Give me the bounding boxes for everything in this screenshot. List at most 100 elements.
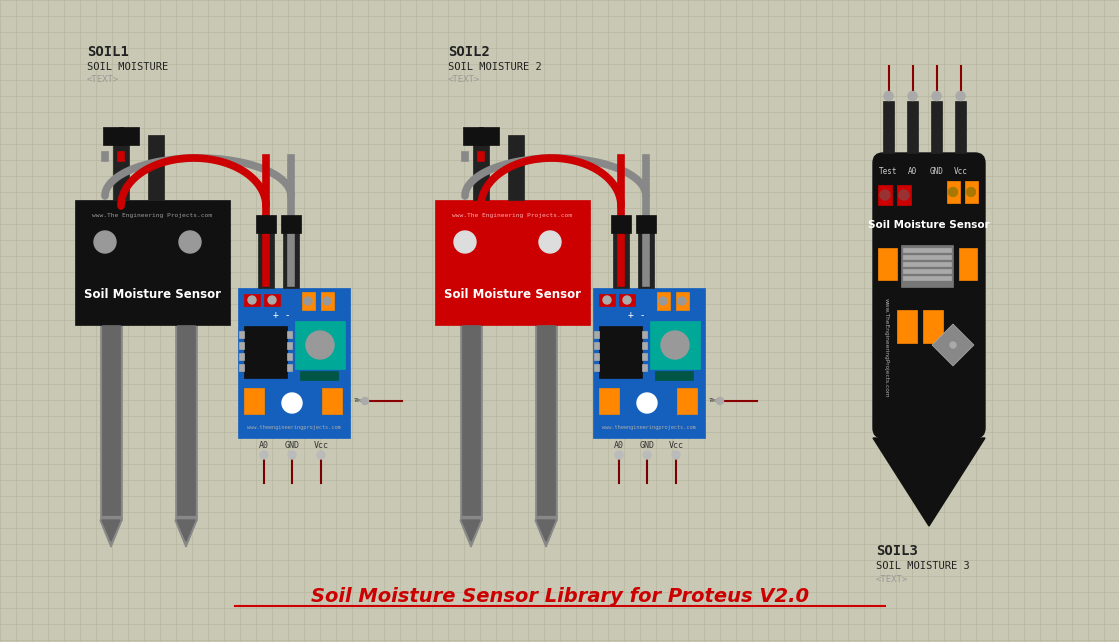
Bar bbox=[897, 185, 911, 205]
Bar bbox=[75, 200, 231, 325]
Bar bbox=[599, 388, 619, 414]
Polygon shape bbox=[102, 520, 120, 541]
Text: GND: GND bbox=[639, 442, 655, 451]
Bar bbox=[479, 127, 499, 145]
Text: Soil Moisture Sensor Library for Proteus V2.0: Soil Moisture Sensor Library for Proteus… bbox=[311, 587, 809, 607]
Bar bbox=[650, 321, 700, 369]
Circle shape bbox=[678, 297, 686, 305]
Bar bbox=[239, 342, 244, 349]
Bar bbox=[258, 223, 274, 288]
Bar bbox=[286, 342, 292, 349]
Text: Soil Moisture Sensor: Soil Moisture Sensor bbox=[868, 220, 990, 230]
Bar bbox=[636, 215, 656, 233]
Bar bbox=[460, 325, 482, 520]
Bar bbox=[901, 245, 953, 287]
Polygon shape bbox=[932, 324, 974, 366]
Bar bbox=[642, 353, 647, 360]
Bar bbox=[244, 294, 260, 306]
Circle shape bbox=[288, 451, 297, 459]
Bar bbox=[537, 325, 555, 515]
Bar bbox=[103, 127, 123, 145]
Circle shape bbox=[282, 393, 302, 413]
Bar bbox=[286, 353, 292, 360]
Polygon shape bbox=[535, 520, 557, 547]
Circle shape bbox=[643, 451, 651, 459]
Circle shape bbox=[716, 397, 724, 404]
Bar bbox=[119, 127, 139, 145]
Bar bbox=[435, 200, 590, 325]
Text: Test: Test bbox=[709, 399, 722, 404]
Bar bbox=[239, 331, 244, 338]
Text: Vcc: Vcc bbox=[953, 166, 968, 175]
Bar bbox=[300, 371, 338, 380]
Text: <TEXT>: <TEXT> bbox=[87, 76, 120, 85]
Polygon shape bbox=[100, 520, 122, 547]
Bar bbox=[965, 181, 978, 203]
Bar bbox=[535, 325, 557, 520]
Bar bbox=[642, 364, 647, 371]
Bar bbox=[903, 276, 951, 280]
Bar bbox=[286, 331, 292, 338]
Text: GND: GND bbox=[284, 442, 300, 451]
Polygon shape bbox=[175, 520, 197, 547]
FancyBboxPatch shape bbox=[873, 153, 985, 438]
Bar bbox=[175, 325, 197, 520]
Text: Test: Test bbox=[880, 166, 897, 175]
Bar bbox=[611, 215, 631, 233]
Bar bbox=[642, 342, 647, 349]
Circle shape bbox=[880, 190, 890, 200]
Circle shape bbox=[932, 92, 941, 101]
Bar bbox=[238, 288, 350, 438]
Text: www.TheEngineeringProjects.com: www.TheEngineeringProjects.com bbox=[884, 298, 888, 398]
Bar bbox=[239, 364, 244, 371]
Bar bbox=[594, 364, 599, 371]
Polygon shape bbox=[537, 520, 555, 541]
Circle shape bbox=[661, 331, 689, 359]
Circle shape bbox=[950, 342, 956, 348]
Bar bbox=[244, 388, 264, 414]
Circle shape bbox=[260, 451, 267, 459]
Text: Vcc: Vcc bbox=[668, 442, 684, 451]
Circle shape bbox=[623, 296, 631, 304]
Circle shape bbox=[899, 190, 909, 200]
Circle shape bbox=[179, 231, 201, 253]
Text: SOIL1: SOIL1 bbox=[87, 45, 129, 59]
Bar bbox=[321, 292, 333, 310]
Bar bbox=[244, 326, 286, 378]
Bar bbox=[283, 223, 299, 288]
Bar bbox=[599, 326, 642, 378]
Bar bbox=[281, 215, 301, 233]
Circle shape bbox=[673, 451, 680, 459]
Bar bbox=[931, 101, 942, 153]
Polygon shape bbox=[462, 520, 480, 541]
Circle shape bbox=[603, 296, 611, 304]
Bar bbox=[594, 342, 599, 349]
Bar bbox=[593, 288, 705, 438]
Text: GND: GND bbox=[930, 166, 943, 175]
Circle shape bbox=[248, 296, 256, 304]
Text: Test: Test bbox=[354, 399, 367, 404]
Circle shape bbox=[454, 231, 476, 253]
Bar bbox=[903, 255, 951, 259]
Circle shape bbox=[908, 92, 916, 101]
Circle shape bbox=[949, 187, 958, 196]
Circle shape bbox=[956, 92, 965, 101]
Bar bbox=[102, 325, 120, 515]
Text: Soil Moisture Sensor: Soil Moisture Sensor bbox=[444, 288, 581, 302]
Text: <TEXT>: <TEXT> bbox=[448, 76, 480, 85]
Bar bbox=[463, 127, 483, 145]
Bar bbox=[947, 181, 960, 203]
Bar bbox=[677, 388, 697, 414]
Bar bbox=[642, 331, 647, 338]
Bar bbox=[177, 325, 195, 515]
Circle shape bbox=[615, 451, 623, 459]
Text: Vcc: Vcc bbox=[313, 442, 329, 451]
Circle shape bbox=[884, 92, 893, 101]
Bar bbox=[100, 325, 122, 520]
Bar bbox=[903, 262, 951, 266]
Bar bbox=[878, 248, 897, 280]
Circle shape bbox=[304, 297, 312, 305]
Bar bbox=[619, 294, 634, 306]
Bar bbox=[897, 310, 916, 343]
Circle shape bbox=[539, 231, 561, 253]
